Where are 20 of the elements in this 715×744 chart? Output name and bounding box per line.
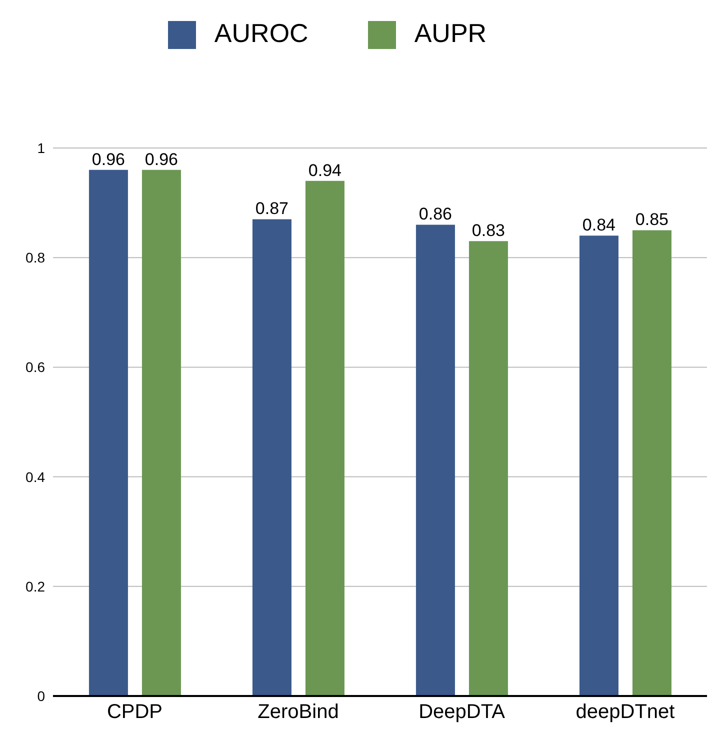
y-tick-label: 0.8 <box>26 250 46 266</box>
y-tick-label: 0.2 <box>26 578 46 594</box>
data-label: 0.96 <box>144 150 178 169</box>
data-label: 0.85 <box>635 210 669 230</box>
data-label: 0.94 <box>308 160 342 180</box>
y-tick-label: 1 <box>37 140 46 156</box>
data-label: 0.96 <box>92 150 126 169</box>
x-tick-label: deepDTnet <box>576 701 676 724</box>
data-label: 0.83 <box>472 221 506 240</box>
legend-label: AUPR <box>414 18 487 48</box>
data-label: 0.87 <box>255 199 289 218</box>
y-tick-label: 0 <box>37 688 46 704</box>
data-label: 0.86 <box>418 204 452 224</box>
data-label: 0.84 <box>582 216 616 235</box>
y-tick-label: 0.4 <box>26 468 46 485</box>
x-tick-label: ZeroBind <box>258 701 339 724</box>
x-tick-label: CPDP <box>106 701 163 724</box>
y-tick-label: 0.6 <box>26 359 46 376</box>
legend-label: AUROC <box>214 18 308 48</box>
x-tick-label: DeepDTA <box>418 701 506 724</box>
